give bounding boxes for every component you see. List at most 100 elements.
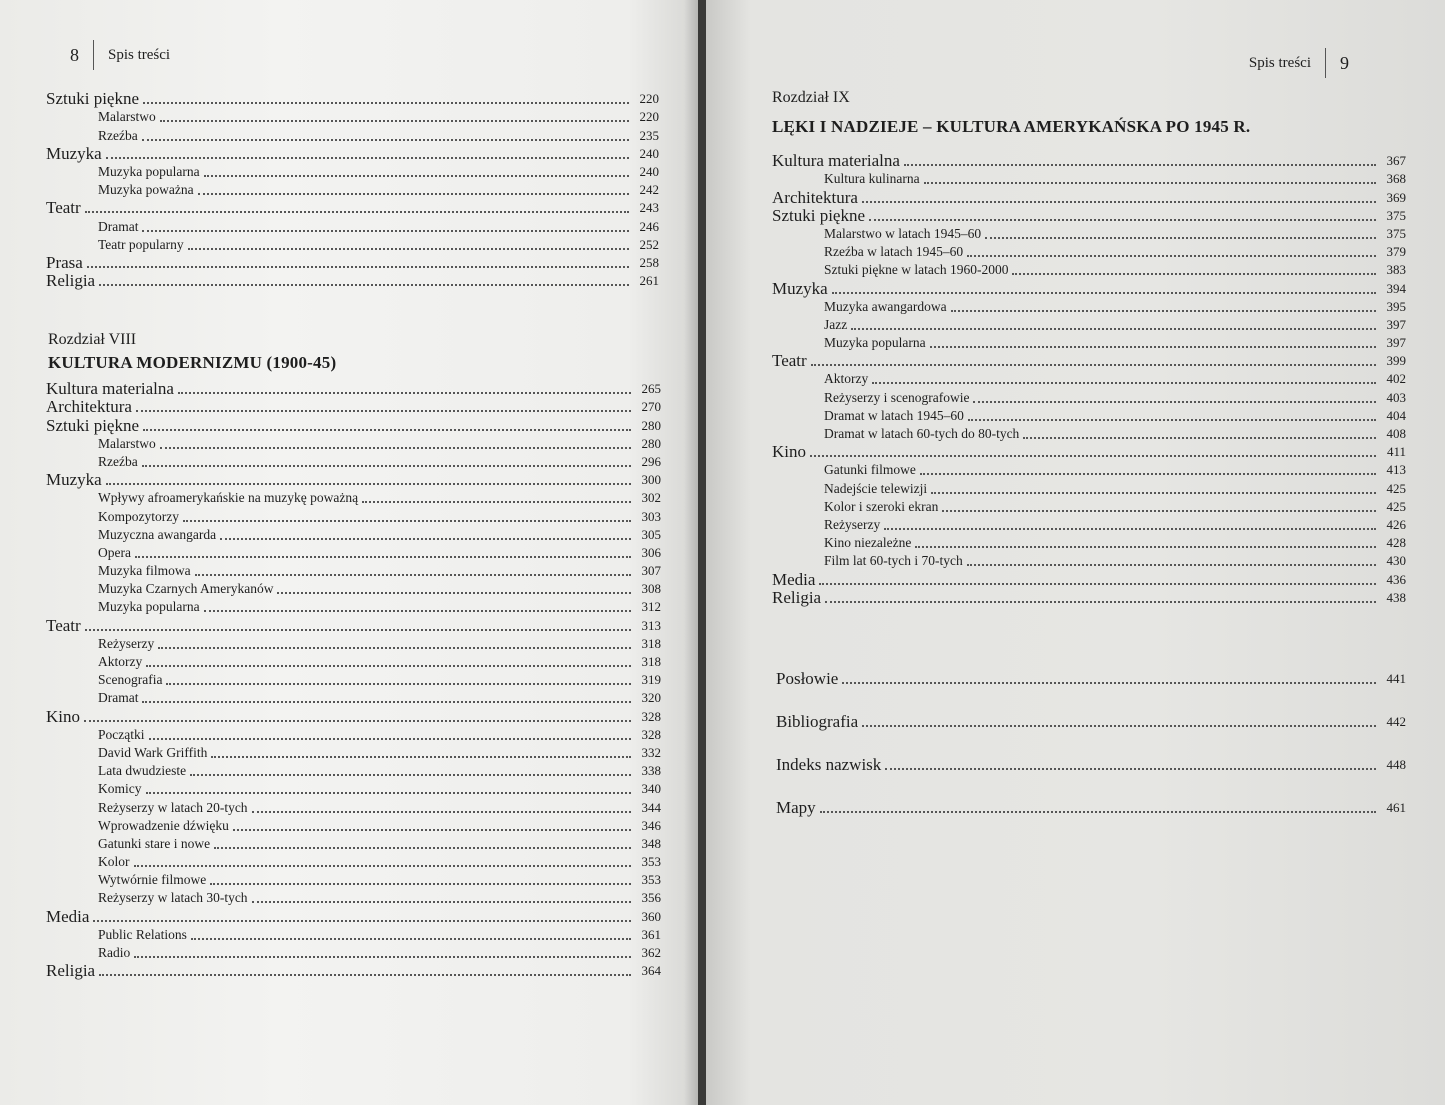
toc-entry-page: 362	[641, 945, 662, 960]
dot-leader	[211, 755, 631, 758]
chapter-label: Rozdział VIII	[48, 331, 137, 348]
toc-entry: Malarstwo w latach 1945–60 375	[772, 225, 1406, 243]
toc-entry-title: Religia	[46, 271, 96, 291]
toc-entry-page: 397	[1386, 316, 1407, 332]
dot-leader	[194, 574, 631, 577]
toc-entry: Kultura materialna 265	[46, 380, 661, 398]
toc-entry-title: Religia	[46, 961, 96, 981]
dot-leader	[190, 774, 631, 777]
toc-entry: Kolor i szeroki ekran 425	[772, 498, 1406, 516]
toc-entry: Architektura 270	[46, 398, 661, 416]
toc-entry-page: 436	[1386, 571, 1407, 587]
dot-leader	[251, 810, 631, 813]
toc-entry-page: 252	[639, 236, 660, 252]
toc-entry: Religia 261	[46, 272, 659, 290]
chapter-heading: Rozdział IX LĘKI I NADZIEJE – KULTURA AM…	[772, 88, 1392, 138]
toc-entry-page: 360	[641, 908, 662, 924]
running-head: 8 Spis treści	[70, 40, 170, 70]
dot-leader	[851, 327, 1376, 330]
toc-entry: Muzyka 300	[46, 471, 661, 489]
toc-entry-title: Sztuki piękne	[772, 205, 866, 225]
chapter-heading: Rozdział VIII KULTURA MODERNIZMU (1900-4…	[48, 330, 661, 374]
toc-entry-title: Teatr	[772, 351, 807, 371]
toc-entry: Aktorzy 402	[772, 370, 1406, 388]
toc-entry-title: Malarstwo	[98, 109, 156, 125]
toc-entry-page: 318	[641, 635, 662, 651]
toc-entry-title: Mapy	[776, 798, 816, 817]
toc-entry-title: Muzyka popularna	[824, 335, 926, 351]
toc-entry-page: 399	[1386, 353, 1407, 369]
toc-entry: Rzeźba 296	[46, 453, 661, 471]
toc-entry: Religia 438	[772, 587, 1406, 607]
dot-leader	[819, 811, 1376, 813]
toc-entry-title: Kolor i szeroki ekran	[824, 498, 939, 514]
toc-entry-page: 240	[639, 145, 660, 161]
dot-leader	[1023, 437, 1376, 439]
dot-leader	[214, 846, 631, 849]
toc-entry-page: 413	[1386, 462, 1407, 478]
toc-entry: Muzyka awangardowa 395	[772, 298, 1406, 316]
toc-entry: Indeks nazwisk 448	[776, 731, 1406, 774]
dot-leader	[190, 937, 631, 940]
toc-entry: Reżyserzy w latach 30-tych 356	[46, 889, 661, 907]
running-head-title: Spis treści	[108, 46, 171, 63]
toc-entry-title: Kultura materialna	[46, 379, 174, 399]
dot-leader	[99, 974, 631, 977]
toc-entry: Nadejście telewizji 425	[772, 479, 1406, 497]
dot-leader	[903, 164, 1376, 167]
dot-leader	[861, 200, 1376, 203]
dot-leader	[1012, 273, 1376, 276]
toc-entry-title: Początki	[98, 726, 145, 742]
toc-entry-title: Prasa	[46, 252, 83, 272]
toc-entry: Rzeźba 235	[46, 126, 659, 144]
toc-entry: Opera 306	[46, 544, 661, 562]
toc-entry-page: 425	[1386, 480, 1407, 496]
toc-entry-title: Reżyserzy	[98, 635, 155, 651]
chapter-title: KULTURA MODERNIZMU (1900-45)	[48, 353, 337, 372]
toc-entry-title: Muzyka	[46, 470, 102, 490]
toc-entry: Początki 328	[46, 726, 661, 744]
toc-entry-title: Religia	[772, 587, 822, 607]
toc-entry-title: Media	[772, 569, 816, 589]
toc-entry-page: 368	[1386, 171, 1407, 187]
toc-entry: Aktorzy 318	[46, 653, 661, 671]
toc-entry-title: Teatr popularny	[98, 236, 184, 252]
toc-entry-title: Sztuki piękne w latach 1960-2000	[824, 262, 1009, 278]
toc-entry: Kultura kulinarna 368	[772, 170, 1406, 188]
toc-entry-title: Wprowadzenie dźwięku	[98, 817, 229, 833]
divider	[93, 40, 94, 70]
toc-entry: Muzyczna awangarda 305	[46, 526, 661, 544]
toc-entry: Reżyserzy 426	[772, 516, 1406, 534]
toc-entry: Kino 411	[772, 443, 1406, 461]
toc-entry-page: 220	[639, 109, 660, 125]
toc-entry: Media 436	[772, 570, 1406, 588]
chapter-title: LĘKI I NADZIEJE – KULTURA AMERYKAŃSKA PO…	[772, 117, 1251, 136]
dot-leader	[210, 883, 631, 886]
dot-leader	[159, 120, 629, 123]
toc-entry-page: 242	[639, 182, 660, 198]
toc-entry: Architektura 369	[772, 188, 1406, 206]
chapter-label: Rozdział IX	[772, 89, 850, 106]
toc-entry-title: Kino niezależne	[824, 535, 912, 551]
toc-entry-page: 258	[639, 254, 660, 270]
toc-entry-title: Media	[46, 906, 90, 926]
dot-leader	[810, 364, 1376, 367]
toc-entry: Teatr 243	[46, 199, 659, 217]
toc-entry-title: Muzyka filmowa	[98, 563, 191, 579]
dot-leader	[134, 555, 631, 558]
toc-entry-title: Jazz	[824, 316, 848, 332]
toc-entry: Dramat 246	[46, 217, 659, 235]
toc-entry: Radio 362	[46, 944, 661, 962]
toc-entry-title: Radio	[98, 945, 131, 960]
divider	[1325, 48, 1326, 78]
toc-entry-page: 296	[641, 453, 662, 469]
toc-entry-title: Muzyka awangardowa	[824, 298, 947, 314]
toc-entry: Teatr 399	[772, 352, 1406, 370]
dot-leader	[203, 610, 631, 613]
toc-entry-page: 320	[641, 690, 662, 706]
toc-entry: Gatunki stare i nowe 348	[46, 835, 661, 853]
toc-entry-title: Public Relations	[98, 926, 187, 942]
toc-entry-page: 426	[1386, 516, 1407, 532]
toc-entry: Muzyka popularna 397	[772, 334, 1406, 352]
toc-entry: Kolor 353	[46, 853, 661, 871]
